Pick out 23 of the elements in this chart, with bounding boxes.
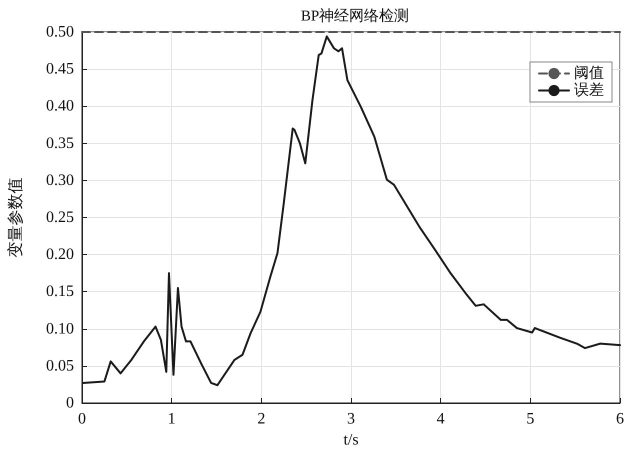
x-axis-title: t/s [343, 431, 359, 448]
legend-label: 阈值 [574, 64, 604, 82]
y-tick-label: 0.30 [46, 172, 74, 189]
chart-title: BP神经网络检测 [300, 8, 410, 24]
y-axis-title: 变量参数值 [6, 178, 24, 258]
x-tick-label: 6 [616, 410, 624, 428]
x-tick-label: 3 [347, 410, 355, 428]
y-tick-label: 0.25 [46, 209, 74, 226]
y-tick-label: 0.45 [46, 60, 74, 78]
y-tick-label: 0 [66, 394, 74, 412]
y-tick-label: 0.35 [46, 134, 74, 152]
x-tick-label: 0 [78, 410, 86, 428]
x-tick-label: 5 [526, 410, 534, 428]
y-tick-label: 0.10 [46, 320, 74, 338]
legend-label: 误差 [574, 82, 604, 98]
x-tick-label: 1 [168, 410, 176, 428]
y-tick-label: 0.20 [46, 246, 74, 264]
x-tick-label: 4 [436, 410, 445, 428]
y-tick-label: 0.05 [46, 357, 74, 374]
y-tick-label: 0.40 [46, 98, 74, 115]
y-tick-label: 0.50 [46, 24, 74, 40]
x-tick-label: 2 [257, 410, 266, 428]
y-tick-label: 0.15 [46, 283, 74, 300]
